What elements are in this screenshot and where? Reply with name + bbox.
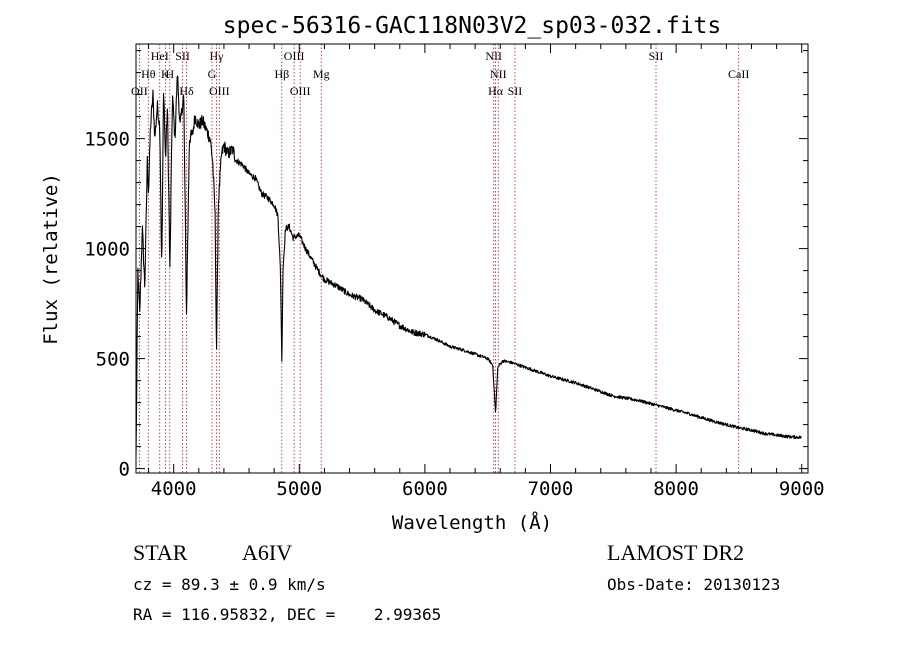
plot-frame — [135, 43, 809, 474]
marker-label-11: Hβ — [274, 67, 289, 81]
redshift-cz: cz = 89.3 ± 0.9 km/s — [133, 575, 326, 594]
marker-label-17: SII — [508, 84, 523, 98]
ra-dec-coordinates: RA = 116.95832, DEC = 2.99365 — [133, 605, 442, 624]
x-tick-label-5: 9000 — [779, 478, 825, 500]
y-tick-label-1: 500 — [96, 349, 130, 371]
marker-label-12: OIII — [290, 84, 311, 98]
marker-label-4: SII — [175, 49, 190, 63]
y-tick-label-0: 0 — [119, 459, 130, 481]
marker-label-0: OII — [131, 84, 148, 98]
object-class: STAR — [133, 540, 188, 565]
object-subclass: A6IV — [242, 540, 293, 565]
marker-label-18: SII — [649, 49, 664, 63]
survey-name: LAMOST DR2 — [607, 540, 745, 565]
x-tick-label-1: 5000 — [276, 478, 322, 500]
marker-label-16: Hα — [488, 84, 504, 98]
marker-label-3: K — [161, 67, 170, 81]
spectral-line-markers: OIIHθHeIKSIIHHδHγGOIIIOIIIHβOIIIMgNIINII… — [131, 44, 749, 473]
marker-label-9: OIII — [209, 84, 230, 98]
y-tick-label-2: 1000 — [84, 239, 130, 261]
marker-label-2: HeI — [151, 49, 169, 63]
marker-label-13: Mg — [313, 67, 330, 81]
marker-label-8: G — [208, 67, 217, 81]
spectrum-line — [135, 75, 802, 456]
x-tick-label-2: 6000 — [402, 478, 448, 500]
axis-ticks: 4000 5000 6000 7000 8000 9000 0 500 1000 1500 — [84, 44, 825, 500]
marker-label-14: NII — [485, 49, 502, 63]
y-tick-label-3: 1500 — [84, 129, 130, 151]
x-tick-label-3: 7000 — [528, 478, 574, 500]
marker-label-10: OIII — [284, 49, 305, 63]
x-tick-label-4: 8000 — [653, 478, 699, 500]
x-tick-label-0: 4000 — [151, 478, 197, 500]
observation-date: Obs-Date: 20130123 — [607, 575, 781, 594]
marker-label-15: NII — [490, 67, 507, 81]
marker-label-19: CaII — [728, 67, 749, 81]
chart-title: spec-56316-GAC118N03V2_sp03-032.fits — [223, 13, 722, 39]
marker-label-7: Hγ — [210, 49, 225, 63]
marker-label-1: Hθ — [141, 67, 156, 81]
y-axis-label: Flux (relative) — [40, 173, 62, 345]
x-axis-label: Wavelength (Å) — [392, 511, 552, 534]
marker-label-5: H — [165, 67, 174, 81]
marker-label-6: Hδ — [179, 84, 194, 98]
